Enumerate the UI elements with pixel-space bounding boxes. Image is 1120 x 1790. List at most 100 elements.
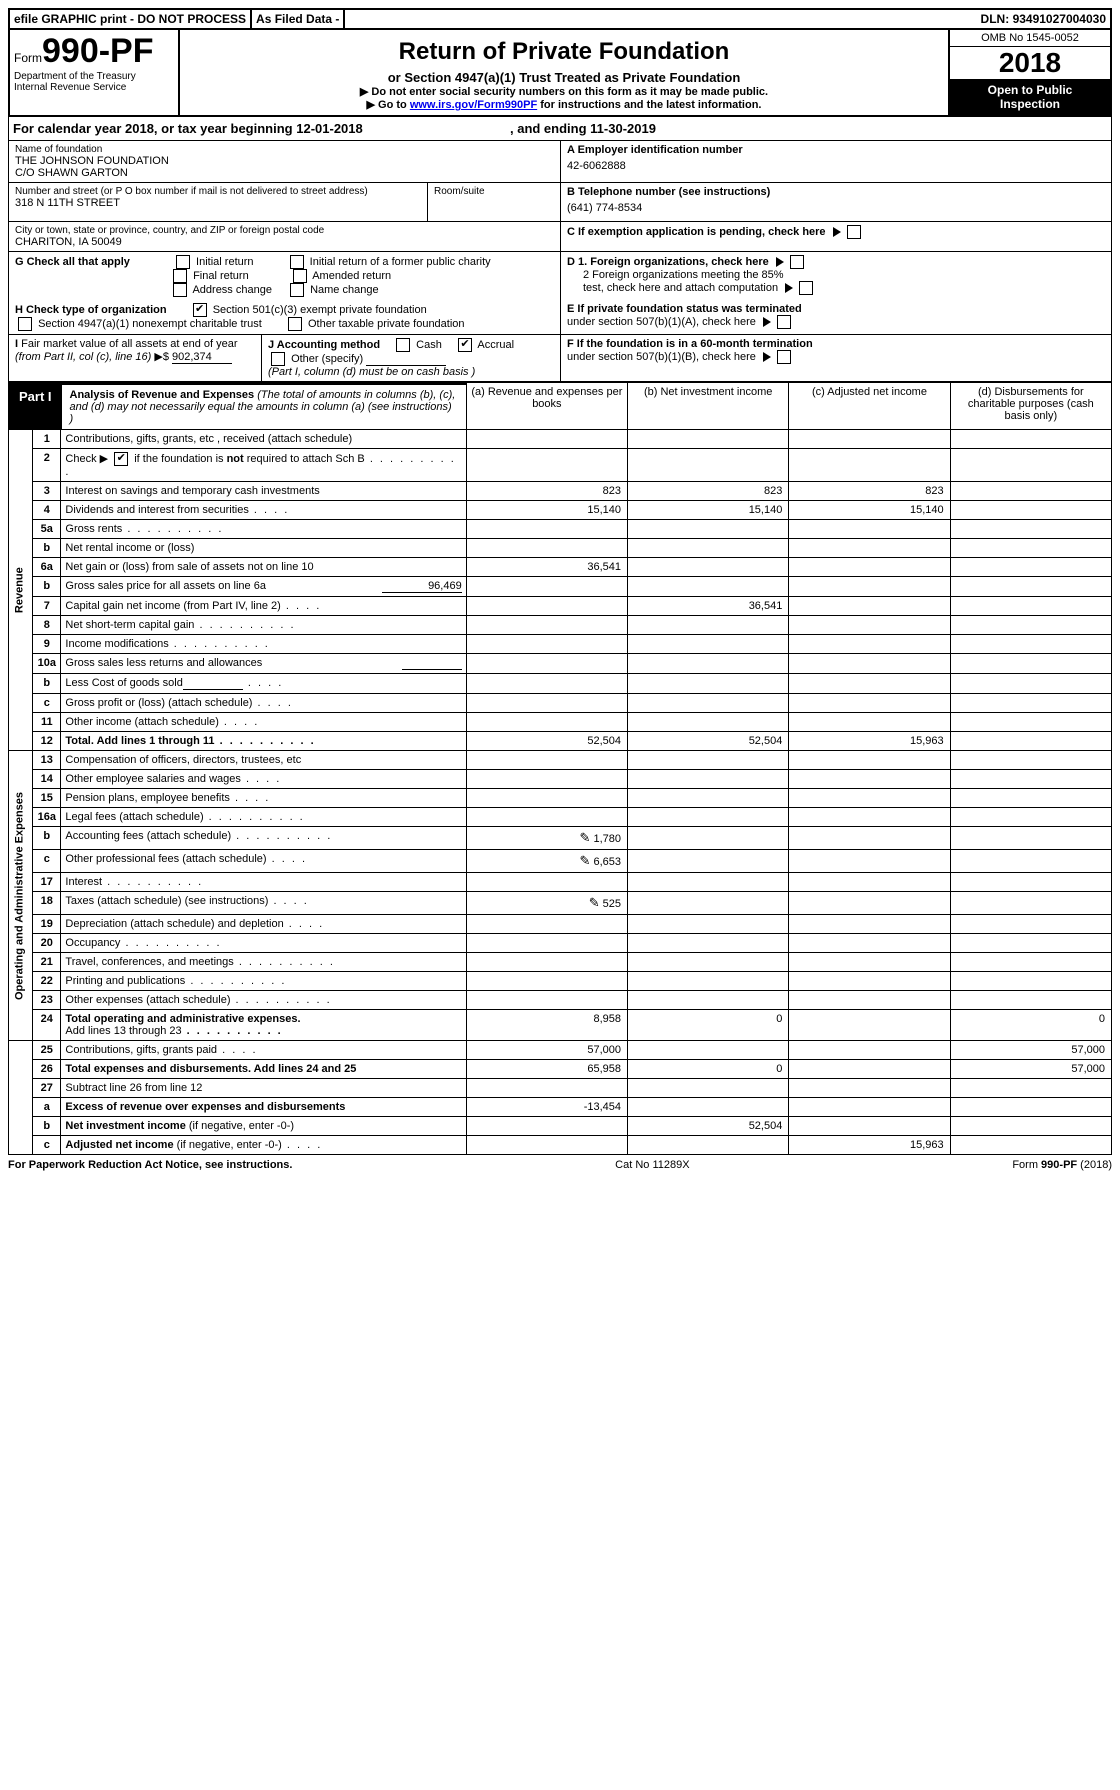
col-b-header: (b) Net investment income: [628, 383, 789, 430]
attachment-icon[interactable]: ✎: [580, 853, 591, 868]
ein-value: 42-6062888: [567, 156, 1105, 176]
arrow-icon: [833, 227, 841, 237]
street-address: 318 N 11TH STREET: [15, 197, 421, 209]
table-row: 25Contributions, gifts, grants paid57,00…: [9, 1041, 1112, 1060]
j-other-checkbox[interactable]: [271, 352, 285, 366]
schb-checkbox[interactable]: [114, 452, 128, 466]
table-row: 4Dividends and interest from securities1…: [9, 501, 1112, 520]
table-row: 18Taxes (attach schedule) (see instructi…: [9, 892, 1112, 915]
table-row: 3Interest on savings and temporary cash …: [9, 482, 1112, 501]
table-row: 15Pension plans, employee benefits: [9, 789, 1112, 808]
revenue-section-label: Revenue: [9, 430, 33, 751]
table-row: 20Occupancy: [9, 934, 1112, 953]
identity-grid: Name of foundation THE JOHNSON FOUNDATIO…: [8, 141, 1112, 382]
h-501c3-checkbox[interactable]: [193, 303, 207, 317]
city-cell: City or town, state or province, country…: [8, 222, 560, 252]
phone-value: (641) 774-8534: [567, 198, 1105, 218]
table-row: 7Capital gain net income (from Part IV, …: [9, 597, 1112, 616]
arrow-icon: [785, 283, 793, 293]
foundation-name-1: THE JOHNSON FOUNDATION: [15, 155, 554, 167]
form-title: Return of Private Foundation: [184, 38, 944, 66]
table-row: 6aNet gain or (loss) from sale of assets…: [9, 558, 1112, 577]
dln-cell: DLN: 93491027004030: [977, 10, 1110, 28]
table-row: 21Travel, conferences, and meetings: [9, 953, 1112, 972]
instruction-2: ▶ Go to www.irs.gov/Form990PF for instru…: [184, 98, 944, 111]
g-amended-checkbox[interactable]: [293, 269, 307, 283]
g-name-checkbox[interactable]: [290, 283, 304, 297]
col-a-header: (a) Revenue and expenses per books: [466, 383, 627, 430]
table-row: bAccounting fees (attach schedule)✎ 1,78…: [9, 827, 1112, 850]
irs-link[interactable]: www.irs.gov/Form990PF: [410, 99, 537, 111]
d2-checkbox[interactable]: [799, 281, 813, 295]
table-header-row: Part I Analysis of Revenue and Expenses …: [9, 383, 1112, 430]
g-cell: G Check all that apply Initial return In…: [8, 252, 560, 300]
table-row: 19Depreciation (attach schedule) and dep…: [9, 915, 1112, 934]
h-other-checkbox[interactable]: [288, 317, 302, 331]
part1-table: Part I Analysis of Revenue and Expenses …: [8, 382, 1112, 1155]
footer-left: For Paperwork Reduction Act Notice, see …: [8, 1159, 292, 1171]
fmv-value: 902,374: [172, 351, 232, 364]
table-row: cGross profit or (loss) (attach schedule…: [9, 694, 1112, 713]
expense-section-label: Operating and Administrative Expenses: [9, 751, 33, 1041]
table-row: Operating and Administrative Expenses 13…: [9, 751, 1112, 770]
table-row: 11Other income (attach schedule): [9, 713, 1112, 732]
col-c-header: (c) Adjusted net income: [789, 383, 950, 430]
arrow-icon: [763, 317, 771, 327]
h-4947-checkbox[interactable]: [18, 317, 32, 331]
f-checkbox[interactable]: [777, 350, 791, 364]
footer-mid: Cat No 11289X: [615, 1159, 689, 1171]
part1-desc: Analysis of Revenue and Expenses (The to…: [62, 383, 466, 429]
table-row: Revenue 1Contributions, gifts, grants, e…: [9, 430, 1112, 449]
d1-checkbox[interactable]: [790, 255, 804, 269]
calendar-row: For calendar year 2018, or tax year begi…: [8, 117, 1112, 141]
as-filed-label: As Filed Data -: [252, 10, 345, 28]
table-row: 2Check ▶ if the foundation is not requir…: [9, 449, 1112, 482]
dept-line-2: Internal Revenue Service: [14, 82, 174, 93]
c-checkbox[interactable]: [847, 225, 861, 239]
omb-number: OMB No 1545-0052: [950, 30, 1110, 47]
part1-label: Part I: [9, 383, 62, 429]
year-block: OMB No 1545-0052 2018 Open to Public Ins…: [948, 30, 1110, 115]
dept-line-1: Department of the Treasury: [14, 71, 174, 82]
address-cell: Number and street (or P O box number if …: [8, 183, 560, 222]
attachment-icon[interactable]: ✎: [580, 830, 591, 845]
foundation-name-cell: Name of foundation THE JOHNSON FOUNDATIO…: [8, 141, 560, 183]
table-row: 10aGross sales less returns and allowanc…: [9, 654, 1112, 674]
city-value: CHARITON, IA 50049: [15, 236, 554, 248]
table-row: bNet rental income or (loss): [9, 539, 1112, 558]
tax-year: 2018: [950, 47, 1110, 79]
g-address-checkbox[interactable]: [173, 283, 187, 297]
e-checkbox[interactable]: [777, 315, 791, 329]
dln-value: 93491027004030: [1013, 12, 1106, 26]
e-cell: E If private foundation status was termi…: [560, 300, 1112, 335]
arrow-icon: [763, 352, 771, 362]
d-cell: D 1. Foreign organizations, check here 2…: [560, 252, 1112, 300]
begin-date: 12-01-2018: [296, 121, 363, 136]
table-row: 14Other employee salaries and wages: [9, 770, 1112, 789]
table-row: aExcess of revenue over expenses and dis…: [9, 1098, 1112, 1117]
table-row: bLess Cost of goods sold: [9, 674, 1112, 694]
instruction-1: ▶ Do not enter social security numbers o…: [184, 85, 944, 98]
table-row: 27Subtract line 26 from line 12: [9, 1079, 1112, 1098]
efile-notice: efile GRAPHIC print - DO NOT PROCESS: [10, 10, 252, 28]
form-header: Form990-PF Department of the Treasury In…: [8, 30, 1112, 117]
table-row: 12Total. Add lines 1 through 1152,50452,…: [9, 732, 1112, 751]
end-date: 11-30-2019: [590, 121, 656, 136]
attachment-icon[interactable]: ✎: [589, 895, 600, 910]
title-block: Return of Private Foundation or Section …: [180, 30, 948, 115]
g-former-checkbox[interactable]: [290, 255, 304, 269]
g-final-checkbox[interactable]: [173, 269, 187, 283]
phone-cell: B Telephone number (see instructions) (6…: [560, 183, 1112, 222]
footer: For Paperwork Reduction Act Notice, see …: [8, 1155, 1112, 1171]
foundation-name-2: C/O SHAWN GARTON: [15, 167, 554, 179]
j-accrual-checkbox[interactable]: [458, 338, 472, 352]
footer-right: Form 990-PF (2018): [1012, 1159, 1112, 1171]
ein-cell: A Employer identification number 42-6062…: [560, 141, 1112, 183]
c-cell: C If exemption application is pending, c…: [560, 222, 1112, 252]
table-row: 26Total expenses and disbursements. Add …: [9, 1060, 1112, 1079]
j-cash-checkbox[interactable]: [396, 338, 410, 352]
table-row: bGross sales price for all assets on lin…: [9, 577, 1112, 597]
form-page: efile GRAPHIC print - DO NOT PROCESS As …: [8, 8, 1112, 1171]
form-number: Form990-PF: [14, 32, 174, 71]
g-initial-checkbox[interactable]: [176, 255, 190, 269]
